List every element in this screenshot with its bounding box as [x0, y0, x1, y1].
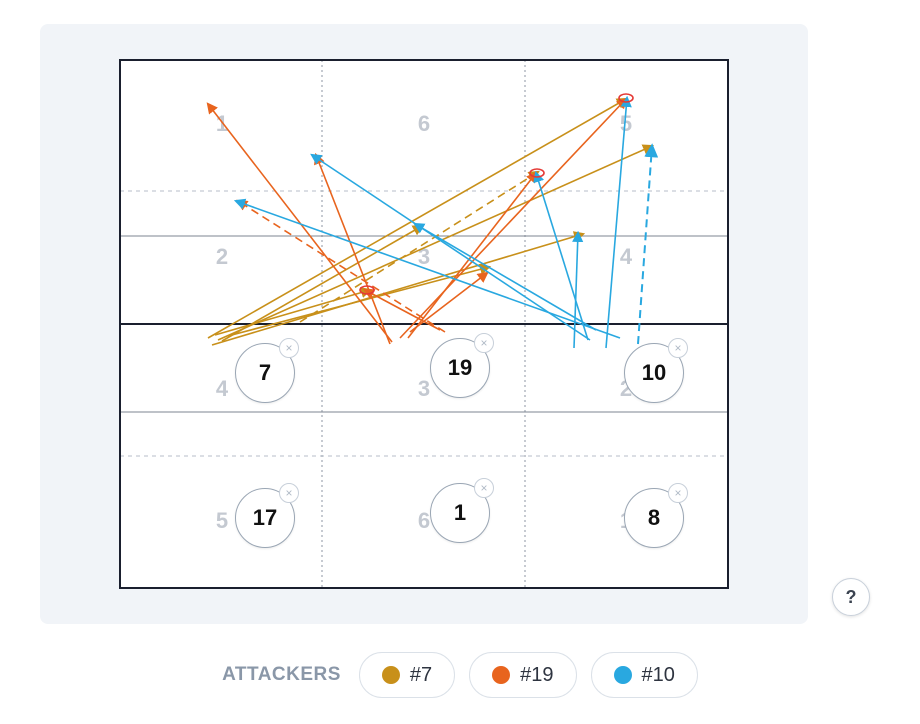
attack-arrow-7 [211, 231, 586, 346]
color-dot-icon [492, 666, 511, 684]
attack-arrow-10 [605, 95, 632, 349]
attacker-chip-label: #19 [520, 663, 554, 686]
attacker-chip-label: #7 [409, 663, 433, 686]
color-dot-icon [613, 666, 632, 684]
attack-arrow-19 [363, 288, 441, 331]
zone-number: 1 [216, 111, 228, 136]
attack-arrow-7 [221, 224, 424, 342]
zone-number: 4 [216, 376, 229, 401]
attack-arrow-7 [227, 263, 492, 337]
remove-player-19-icon[interactable]: × [474, 333, 494, 353]
attack-arrow-10 [310, 153, 591, 341]
zone-number: 4 [620, 244, 633, 269]
help-button[interactable]: ? [832, 578, 870, 616]
attacker-chip-label: #10 [641, 663, 675, 686]
attacker-chip-19[interactable]: #19 [469, 652, 577, 698]
remove-player-8-icon[interactable]: × [668, 483, 688, 503]
attack-arrow-19 [399, 97, 628, 339]
zone-number: 3 [418, 376, 430, 401]
remove-player-7-icon[interactable]: × [279, 338, 299, 358]
color-dot-icon [381, 666, 400, 684]
zone-number: 3 [418, 244, 430, 269]
remove-player-1-icon[interactable]: × [474, 478, 494, 498]
landing-marker [618, 93, 634, 103]
remove-player-10-icon[interactable]: × [668, 338, 688, 358]
landing-marker [529, 168, 545, 178]
attack-arrow-7 [217, 144, 655, 341]
attack-arrow-19 [314, 152, 391, 345]
attack-arrow-7-dashed [299, 170, 540, 323]
landing-marker [359, 285, 375, 295]
remove-player-17-icon[interactable]: × [279, 483, 299, 503]
attack-arrow-10 [572, 230, 584, 349]
zone-number: 6 [418, 111, 430, 136]
court-border [119, 59, 729, 589]
zone-number: 5 [216, 508, 228, 533]
attacker-legend: ATTACKERS #7 #19 #10 [0, 650, 920, 700]
zone-number: 6 [418, 508, 430, 533]
attacker-chip-7[interactable]: #7 [358, 652, 456, 698]
attacker-chip-10[interactable]: #10 [590, 652, 698, 698]
attack-arrow-10 [533, 170, 589, 341]
zone-number: 5 [620, 111, 632, 136]
legend-label: ATTACKERS [222, 664, 341, 685]
attack-arrow-19 [409, 271, 489, 333]
attack-arrow-7 [207, 97, 628, 339]
attack-arrow-19-dashed [236, 199, 446, 333]
attack-arrow-10 [233, 198, 621, 339]
zone-number: 2 [216, 244, 228, 269]
attack-arrow-10 [413, 222, 597, 331]
attack-arrow-10-dashed [637, 143, 659, 345]
attack-arrow-7 [214, 287, 373, 336]
attack-arrow-19 [407, 171, 538, 339]
